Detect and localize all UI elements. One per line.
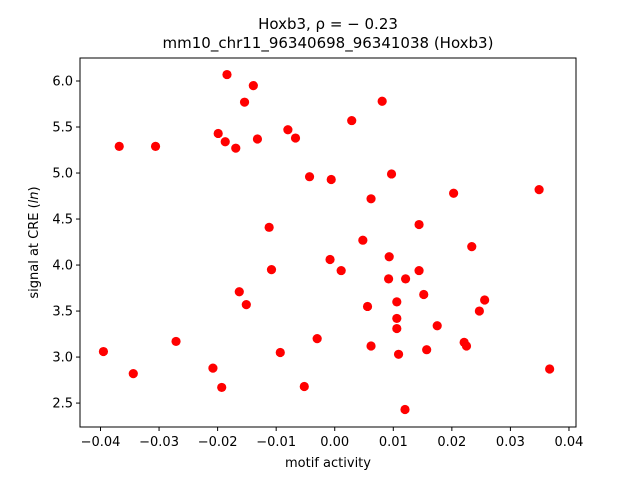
scatter-point (264, 222, 274, 232)
chart-title-line-2: mm10_chr11_96340698_96341038 (Hoxb3) (163, 34, 494, 53)
y-tick-label: 3.0 (52, 351, 73, 366)
axis-ticks: −0.04 −0.03 −0.02 −0.01 0.00 0.01 0.02 0.03 0.04… (52, 75, 583, 450)
scatter-point (449, 188, 459, 198)
y-axis-label-suffix: ) (27, 186, 42, 191)
plot-frame (79, 57, 577, 428)
scatter-point (392, 297, 402, 307)
scatter-point (217, 382, 227, 393)
scatter-point (266, 265, 277, 275)
scatter-point (275, 347, 285, 358)
scatter-point (400, 274, 411, 284)
x-tick-label: 0.04 (554, 435, 583, 450)
scatter-point (393, 349, 404, 359)
scatter-point (304, 172, 315, 182)
scatter-point (366, 341, 376, 351)
y-axis-label-italic: ln (27, 191, 42, 203)
y-tick-label: 3.5 (52, 305, 73, 320)
scatter-point (392, 323, 402, 334)
scatter-point (545, 364, 555, 374)
y-tick-label: 5.5 (52, 121, 73, 136)
scatter-point (248, 81, 258, 91)
scatter-point (252, 134, 263, 144)
scatter-point (422, 345, 432, 355)
scatter-point (384, 274, 394, 284)
scatter-point (299, 381, 309, 392)
scatter-point (474, 306, 484, 316)
y-tick-label: 6.0 (52, 75, 73, 90)
scatter-point (384, 252, 394, 262)
scatter-point (326, 174, 336, 185)
x-tick-label: −0.03 (139, 435, 179, 450)
x-tick-label: 0.03 (496, 435, 525, 450)
scatter-point (392, 313, 402, 324)
scatter-point (128, 369, 138, 379)
scatter-point (171, 336, 181, 347)
scatter-point (480, 295, 490, 305)
scatter-point (208, 363, 218, 373)
x-tick-label: −0.04 (81, 435, 121, 450)
scatter-point (461, 341, 472, 351)
x-axis-label: motif activity (285, 456, 371, 471)
y-tick-label: 4.0 (52, 259, 73, 274)
scatter-point (213, 128, 223, 139)
scatter-point (239, 97, 250, 107)
scatter-point (414, 265, 424, 276)
scatter-point (358, 235, 368, 245)
x-tick-label: −0.02 (198, 435, 238, 450)
scatter-point (283, 125, 293, 135)
scatter-point (114, 141, 124, 151)
scatter-point (241, 300, 251, 310)
scatter-point (467, 242, 477, 252)
scatter-point (231, 143, 241, 153)
x-tick-label: 0.00 (320, 435, 349, 450)
scatter-point (386, 169, 397, 179)
x-tick-label: 0.02 (437, 435, 466, 450)
scatter-point (98, 346, 109, 357)
scatter-point (222, 69, 232, 80)
scatter-point (432, 321, 442, 331)
scatter-point (414, 219, 424, 230)
y-tick-label: 5.0 (52, 167, 73, 182)
chart-title-line-1: Hoxb3, ρ = − 0.23 (258, 15, 398, 33)
scatter-point (347, 115, 357, 126)
scatter-point (312, 334, 322, 344)
scatter-point (377, 96, 387, 106)
scatter-point (325, 254, 335, 265)
data-points (98, 69, 555, 415)
y-tick-label: 2.5 (52, 397, 73, 412)
y-tick-label: 4.5 (52, 213, 73, 228)
scatter-point (366, 194, 376, 204)
scatter-point (534, 184, 544, 195)
scatter-point (290, 133, 301, 143)
scatter-point (336, 265, 346, 276)
scatter-point (419, 289, 429, 300)
scatter-point (400, 404, 410, 415)
scatter-point (220, 137, 230, 147)
scatter-point (362, 301, 373, 312)
y-axis-label-prefix: signal at CRE ( (27, 203, 42, 298)
x-tick-label: 0.01 (379, 435, 408, 450)
y-axis-label: signal at CRE (ln) (27, 186, 42, 298)
x-tick-label: −0.01 (256, 435, 296, 450)
scatter-point (234, 287, 244, 297)
scatter-point (150, 141, 161, 151)
